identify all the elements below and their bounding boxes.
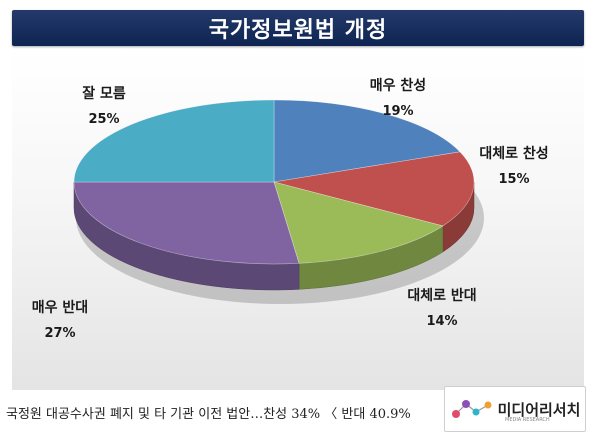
slice-label-3: 대체로 반대 <box>407 287 476 304</box>
slice-label-2: 대체로 찬성 <box>479 145 548 162</box>
slice-labels: 매우 찬성 19% 대체로 찬성 15% 대체로 반대 14% 매우 반대 27% 잘 모름 25… <box>32 77 549 341</box>
slice-value-5: 25% <box>88 112 119 127</box>
plot-area: 매우 찬성 19% 대체로 찬성 15% 대체로 반대 14% 매우 반대 27% 잘 모름 25… <box>12 50 586 432</box>
slice-value-1: 19% <box>382 104 413 119</box>
pie-chart: 매우 찬성 19% 대체로 찬성 15% 대체로 반대 14% 매우 반대 27% 잘 모름 25… <box>32 77 549 341</box>
slice-label-5: 잘 모름 <box>82 86 126 102</box>
slice-label-4: 매우 반대 <box>32 299 88 316</box>
slice-value-4: 27% <box>44 326 75 341</box>
caption: 국정원 대공수사권 폐지 및 타 기관 이전 법안…찬성 34% 〈 반대 40… <box>6 407 411 422</box>
logo-subtitle: MEDIA RESEARCH <box>505 417 550 423</box>
media-research-logo: 미디어리서치 MEDIA RESEARCH <box>444 386 586 432</box>
chart-title-bar: 국가정보원법 개정 <box>12 10 584 46</box>
slice-label-1: 매우 찬성 <box>370 77 426 94</box>
slice-value-3: 14% <box>426 314 457 329</box>
logo-text: 미디어리서치 <box>497 400 581 419</box>
chart-title: 국가정보원법 개정 <box>208 18 388 43</box>
pie-slice-4 <box>73 181 300 265</box>
pie-slice-5 <box>73 99 275 183</box>
pie-slice-2 <box>273 151 475 227</box>
molecule-logo-icon <box>451 400 492 418</box>
pie-slice-3 <box>273 181 444 264</box>
pie-slice-1 <box>273 99 461 183</box>
chart-figure: 국가정보원법 개정 매우 찬성 19% 대체로 찬성 15% 대체로 반대 14% 매우 반… <box>12 10 586 432</box>
slice-value-2: 15% <box>498 172 529 187</box>
pie-tops <box>73 99 475 265</box>
